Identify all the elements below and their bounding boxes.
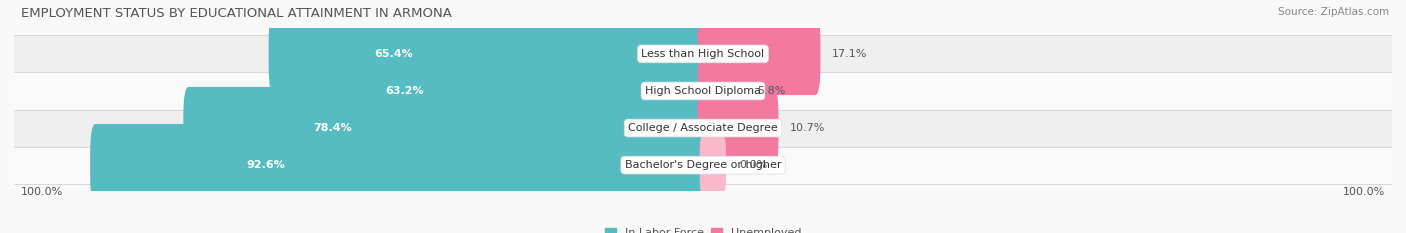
FancyBboxPatch shape [90,124,709,206]
Text: 65.4%: 65.4% [374,49,413,59]
Text: 78.4%: 78.4% [314,123,352,133]
Text: 63.2%: 63.2% [385,86,423,96]
Text: EMPLOYMENT STATUS BY EDUCATIONAL ATTAINMENT IN ARMONA: EMPLOYMENT STATUS BY EDUCATIONAL ATTAINM… [21,7,451,20]
Bar [14,147,1392,184]
Text: 100.0%: 100.0% [21,187,63,197]
FancyBboxPatch shape [183,87,709,169]
Text: Less than High School: Less than High School [641,49,765,59]
Text: 92.6%: 92.6% [246,160,285,170]
Text: 100.0%: 100.0% [1343,187,1385,197]
FancyBboxPatch shape [697,13,821,95]
Text: Source: ZipAtlas.com: Source: ZipAtlas.com [1278,7,1389,17]
FancyBboxPatch shape [697,87,779,169]
Text: High School Diploma: High School Diploma [645,86,761,96]
Bar [14,35,1392,72]
Text: 10.7%: 10.7% [790,123,825,133]
Text: 5.8%: 5.8% [758,86,786,96]
Text: 17.1%: 17.1% [831,49,868,59]
Bar [14,72,1392,110]
FancyBboxPatch shape [700,135,725,195]
Text: 0.0%: 0.0% [740,160,768,170]
FancyBboxPatch shape [269,13,709,95]
Text: College / Associate Degree: College / Associate Degree [628,123,778,133]
FancyBboxPatch shape [283,50,709,132]
Bar [14,110,1392,147]
Text: Bachelor's Degree or higher: Bachelor's Degree or higher [624,160,782,170]
FancyBboxPatch shape [697,50,747,132]
Legend: In Labor Force, Unemployed: In Labor Force, Unemployed [600,223,806,233]
